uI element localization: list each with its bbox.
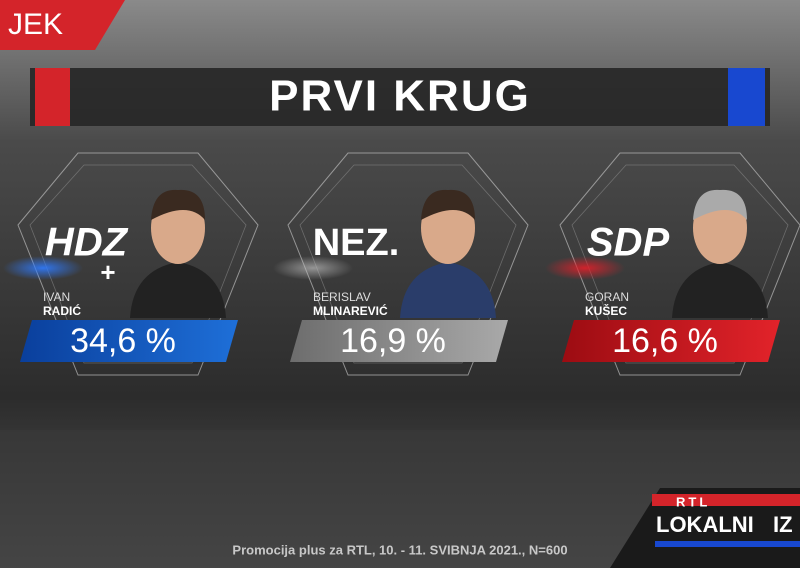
location-tag	[0, 0, 125, 50]
result: 16,6 %	[612, 322, 718, 360]
hexagon-inner	[571, 164, 789, 364]
location-text: JEK	[8, 8, 63, 41]
title-bar	[30, 68, 770, 126]
portrait-hair	[693, 189, 747, 220]
portrait-hair	[151, 189, 205, 220]
result: 34,6 %	[70, 322, 176, 360]
last-name: RADIĆ	[43, 303, 81, 318]
first-name: GORAN	[585, 290, 629, 304]
portrait-hair	[421, 189, 475, 220]
logo-show: LOKALNI	[656, 512, 754, 537]
first-name: IVAN	[43, 290, 70, 304]
portrait-body	[400, 262, 496, 318]
red-accent	[35, 68, 70, 126]
result: 16,9 %	[340, 322, 446, 360]
last-name: KUŠEC	[585, 303, 627, 318]
blue-accent	[728, 68, 765, 126]
party-mark: +	[100, 257, 115, 287]
logo-red	[652, 494, 800, 506]
party-glow	[273, 256, 353, 280]
logo-bg	[610, 488, 800, 568]
party-logo: HDZ	[45, 221, 129, 265]
hexagon	[559, 152, 800, 376]
result-bar	[290, 320, 508, 362]
portrait-body	[672, 262, 768, 318]
result-bar	[20, 320, 238, 362]
hexagon	[17, 152, 259, 376]
result-bar	[562, 320, 780, 362]
logo-show-fragment: IZ	[773, 512, 793, 537]
hexagon-inner	[29, 164, 247, 364]
party-glow	[3, 256, 83, 280]
portrait-body	[130, 262, 226, 318]
logo-blue	[655, 541, 800, 547]
logo-brand: RTL	[676, 494, 710, 509]
title: PRVI KRUG	[269, 72, 531, 121]
hexagon-inner	[299, 164, 517, 364]
party-glow	[545, 256, 625, 280]
first-name: BERISLAV	[313, 290, 371, 304]
party-logo: SDP	[587, 221, 670, 265]
party-logo: NEZ.	[313, 222, 400, 264]
last-name: MLINAREVIĆ	[313, 303, 388, 318]
footer-source: Promocija plus za RTL, 10. - 11. SVIBNJA…	[232, 542, 567, 557]
hexagon	[287, 152, 529, 376]
